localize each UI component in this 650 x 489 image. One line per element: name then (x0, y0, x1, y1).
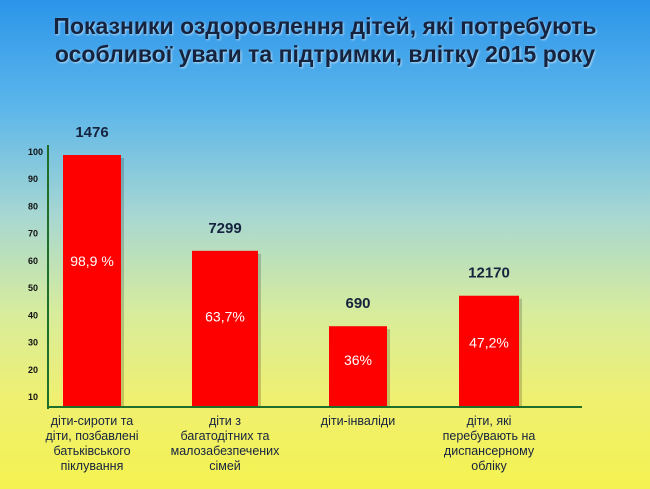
x-category-label: діти-сироти та діти, позбавлені батьківс… (45, 414, 139, 473)
bar-count-label: 1476 (75, 124, 108, 141)
y-tick-label: 70 (28, 229, 38, 239)
x-category-label: діти з багатодітних та малозабезпечених … (170, 414, 280, 473)
chart-title-line2: особливої уваги та підтримки, влітку 201… (54, 41, 596, 67)
bar-count-label: 7299 (208, 220, 241, 237)
bar-value-label: 63,7% (205, 308, 245, 324)
y-tick-label: 10 (28, 392, 38, 402)
bar-count-label: 690 (345, 295, 370, 312)
bar (63, 154, 121, 407)
y-tick-label: 30 (28, 338, 38, 348)
bar (459, 295, 519, 407)
bar (329, 326, 387, 407)
chart-title-line1: Показники оздоровлення дітей, які потреб… (53, 13, 597, 39)
y-tick-label: 20 (28, 365, 38, 375)
bar-value-label: 47,2% (469, 334, 509, 350)
y-tick-label: 90 (28, 174, 38, 184)
y-tick-label: 80 (28, 201, 38, 211)
bar-value-label: 36% (344, 352, 372, 368)
x-category-label: діти-інваліди (320, 414, 396, 428)
bar-count-label: 12170 (468, 265, 510, 282)
bar (192, 250, 258, 407)
y-tick-label: 40 (28, 310, 38, 320)
x-category-label: діти, які перебувають на диспансерному о… (442, 414, 536, 473)
y-tick-label: 100 (28, 147, 43, 157)
y-tick-label: 60 (28, 256, 38, 266)
bar-value-label: 98,9 % (70, 253, 114, 269)
y-tick-label: 50 (28, 283, 38, 293)
